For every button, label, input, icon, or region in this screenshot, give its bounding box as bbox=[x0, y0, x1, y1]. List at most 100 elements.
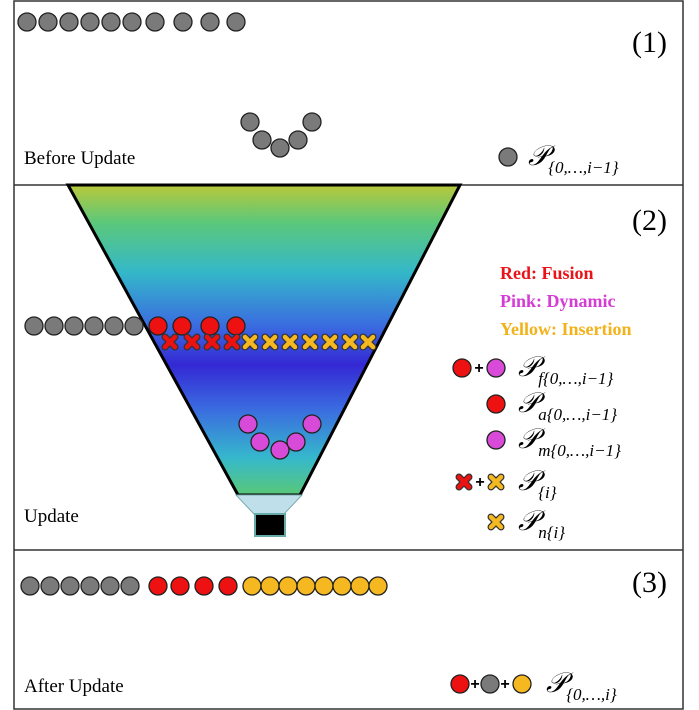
panel-caption: Update bbox=[24, 506, 79, 527]
legend-label: 𝒫m{0,…,i−1} bbox=[518, 424, 621, 460]
point bbox=[333, 577, 351, 595]
point bbox=[65, 317, 83, 335]
cross-point bbox=[265, 337, 275, 347]
cross-point bbox=[491, 517, 501, 527]
panel-number: (2) bbox=[632, 204, 667, 237]
cross-point bbox=[459, 477, 469, 487]
cross-point bbox=[285, 337, 295, 347]
cross-point bbox=[245, 337, 255, 347]
point bbox=[303, 415, 321, 433]
cross-point bbox=[207, 337, 217, 347]
point bbox=[499, 148, 517, 166]
point bbox=[351, 577, 369, 595]
point bbox=[85, 317, 103, 335]
point bbox=[171, 577, 189, 595]
point bbox=[201, 317, 219, 335]
cross-point bbox=[227, 337, 237, 347]
point bbox=[25, 317, 43, 335]
point bbox=[101, 577, 119, 595]
point bbox=[487, 431, 505, 449]
key-red: Red: Fusion bbox=[500, 263, 594, 283]
point bbox=[297, 577, 315, 595]
point bbox=[195, 577, 213, 595]
point bbox=[451, 675, 469, 693]
cross-point bbox=[305, 337, 315, 347]
point bbox=[243, 577, 261, 595]
point bbox=[173, 317, 191, 335]
panel-caption: After Update bbox=[24, 676, 124, 697]
legend-subscript: {0,…,i−1} bbox=[548, 158, 619, 177]
point bbox=[146, 13, 164, 31]
point bbox=[102, 13, 120, 31]
point bbox=[487, 359, 505, 377]
point bbox=[227, 317, 245, 335]
cross-point bbox=[363, 337, 373, 347]
legend-subscript: a{0,…,i−1} bbox=[538, 405, 617, 424]
point bbox=[289, 131, 307, 149]
point bbox=[60, 13, 78, 31]
camera-lens bbox=[236, 495, 302, 514]
point bbox=[253, 131, 271, 149]
point bbox=[251, 433, 269, 451]
point bbox=[45, 317, 63, 335]
panel-caption: Before Update bbox=[24, 148, 135, 169]
plus-sign: + bbox=[475, 474, 484, 491]
point bbox=[227, 13, 245, 31]
point bbox=[174, 13, 192, 31]
legend-subscript: f{0,…,i−1} bbox=[538, 369, 613, 388]
point bbox=[149, 577, 167, 595]
point bbox=[18, 13, 36, 31]
legend-subscript: n{i} bbox=[538, 523, 565, 542]
legend-label: 𝒫a{0,…,i−1} bbox=[518, 388, 617, 424]
point bbox=[369, 577, 387, 595]
point bbox=[201, 13, 219, 31]
cross-point bbox=[165, 337, 175, 347]
point bbox=[241, 113, 259, 131]
plus-sign: + bbox=[500, 676, 509, 693]
point bbox=[41, 577, 59, 595]
point bbox=[315, 577, 333, 595]
point bbox=[125, 317, 143, 335]
camera bbox=[255, 514, 285, 536]
point bbox=[219, 577, 237, 595]
cross-point bbox=[325, 337, 335, 347]
point bbox=[261, 577, 279, 595]
point bbox=[81, 13, 99, 31]
point bbox=[303, 113, 321, 131]
point bbox=[123, 13, 141, 31]
point bbox=[271, 441, 289, 459]
cross-point bbox=[187, 337, 197, 347]
key-pink: Pink: Dynamic bbox=[500, 291, 616, 311]
point bbox=[81, 577, 99, 595]
panel-number: (3) bbox=[632, 566, 667, 599]
point bbox=[487, 395, 505, 413]
legend-subscript: m{0,…,i−1} bbox=[538, 441, 621, 460]
cross-point bbox=[491, 477, 501, 487]
plus-sign: + bbox=[474, 360, 483, 377]
point bbox=[39, 13, 57, 31]
diagram: (1) Before Update (2) Update (3) After U… bbox=[0, 0, 699, 710]
legend-label: 𝒫n{i} bbox=[518, 506, 565, 542]
point bbox=[121, 577, 139, 595]
legend-label: 𝒫{i} bbox=[518, 466, 557, 502]
key-yellow: Yellow: Insertion bbox=[500, 319, 632, 339]
point bbox=[149, 317, 167, 335]
legend-label: 𝒫f{0,…,i−1} bbox=[518, 352, 614, 388]
point bbox=[271, 139, 289, 157]
point bbox=[105, 317, 123, 335]
legend-label: 𝒫{0,…,i−1} bbox=[528, 141, 619, 177]
plus-sign: + bbox=[470, 676, 479, 693]
legend-label: 𝒫{0,…,i} bbox=[546, 668, 617, 704]
legend-subscript: {i} bbox=[538, 483, 557, 502]
point bbox=[287, 433, 305, 451]
legend-subscript: {0,…,i} bbox=[566, 685, 617, 704]
point bbox=[481, 675, 499, 693]
cross-point bbox=[345, 337, 355, 347]
point bbox=[61, 577, 79, 595]
point bbox=[513, 675, 531, 693]
point bbox=[21, 577, 39, 595]
panel-number: (1) bbox=[632, 26, 667, 59]
point bbox=[279, 577, 297, 595]
point bbox=[453, 359, 471, 377]
point bbox=[239, 415, 257, 433]
